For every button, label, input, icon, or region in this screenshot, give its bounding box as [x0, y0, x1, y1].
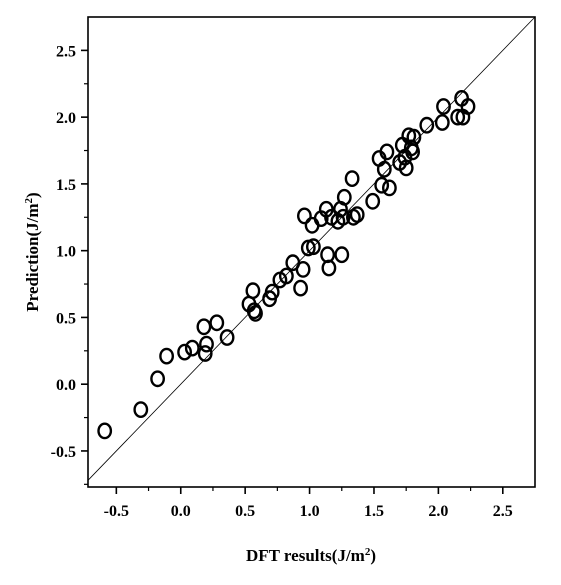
reference-line — [87, 16, 536, 481]
data-point — [460, 98, 476, 115]
data-point — [248, 304, 263, 322]
data-point — [335, 208, 351, 226]
y-tick-label: 0.5 — [56, 310, 76, 327]
x-axis-label-main: DFT results(J/m — [246, 546, 365, 565]
x-tick-label: 2.5 — [493, 503, 513, 520]
data-point — [305, 238, 321, 256]
data-point — [177, 343, 193, 361]
x-tick-label: -0.5 — [104, 503, 129, 520]
y-tick-label: 0.0 — [56, 377, 76, 394]
y-axis-label-superscript: 2 — [23, 197, 35, 203]
data-point — [278, 267, 294, 285]
x-tick-label: 1.0 — [300, 503, 320, 520]
data-point — [381, 179, 397, 197]
data-points — [97, 90, 476, 440]
data-point — [376, 160, 392, 178]
data-point — [374, 176, 390, 194]
data-point — [219, 329, 235, 346]
x-tick-label: 0.0 — [171, 503, 191, 520]
plot-frame — [87, 16, 536, 488]
data-point — [365, 192, 381, 210]
x-tick-label: 0.5 — [235, 503, 255, 520]
data-point — [199, 335, 214, 353]
y-tick-label: -0.5 — [51, 444, 76, 461]
data-point — [184, 339, 200, 357]
data-point — [436, 98, 451, 115]
data-point — [295, 260, 311, 278]
y-axis-label-main: Prediction(J/m — [23, 203, 42, 311]
reference-line-layer — [87, 16, 536, 481]
y-tick-label: 2.0 — [56, 110, 76, 127]
data-point — [209, 314, 225, 332]
data-point — [406, 128, 422, 146]
y-tick-label: 1.0 — [56, 244, 76, 261]
data-point — [133, 401, 149, 418]
y-axis-ticks: -0.5 0.0 0.5 1.0 1.5 2.0 2.5 — [51, 43, 88, 485]
y-axis-label: Prediction(J/m2) — [23, 192, 42, 311]
data-point — [196, 318, 212, 336]
data-point — [97, 422, 113, 440]
data-point — [334, 246, 350, 264]
data-point — [336, 188, 352, 206]
data-point — [379, 143, 395, 161]
x-axis-label-end: ) — [370, 546, 376, 565]
data-point — [296, 207, 312, 225]
data-point — [419, 116, 435, 134]
data-point — [450, 108, 466, 126]
x-tick-label: 2.0 — [428, 503, 448, 520]
data-point — [434, 114, 450, 131]
data-point — [264, 283, 280, 301]
y-axis-label-end: ) — [23, 192, 42, 198]
data-point — [150, 370, 166, 388]
data-point — [304, 216, 320, 234]
data-point — [293, 279, 308, 297]
data-point — [159, 347, 175, 365]
data-point — [321, 259, 337, 277]
y-tick-label: 2.5 — [56, 43, 76, 60]
x-axis-ticks: -0.5 0.0 0.5 1.0 1.5 2.0 2.5 — [104, 487, 513, 520]
x-axis-label-superscript: 2 — [365, 546, 371, 558]
data-point — [398, 159, 414, 177]
data-point — [197, 345, 213, 362]
x-tick-label: 1.5 — [364, 503, 384, 520]
y-tick-label: 1.5 — [56, 177, 76, 194]
x-axis-label: DFT results(J/m2) — [246, 546, 376, 565]
data-point — [245, 282, 261, 300]
data-point — [349, 206, 365, 224]
data-point — [344, 170, 360, 188]
